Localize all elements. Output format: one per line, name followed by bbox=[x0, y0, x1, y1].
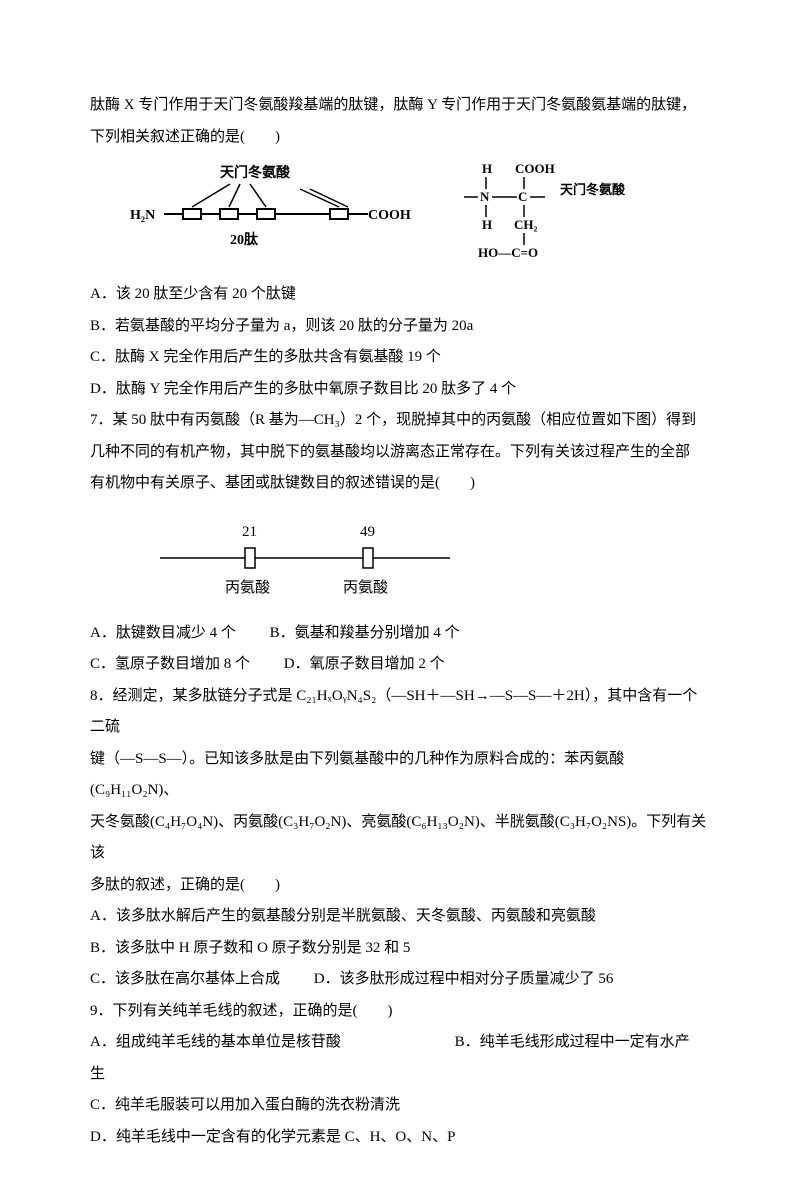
q7-diagram: 21 49 丙氨酸 丙氨酸 bbox=[150, 520, 710, 600]
q9-opts-ab: A．组成纯羊毛线的基本单位是核苷酸 B．纯羊毛线形成过程中一定有水产生 bbox=[90, 1027, 710, 1090]
q6-opt-b: B．若氨基酸的平均分子量为 a，则该 20 肽的分子量为 20a bbox=[90, 311, 710, 343]
svg-text:C: C bbox=[518, 189, 527, 204]
q6-diagram: H₂N COOH 天门冬氨酸 20肽 H COOH N C 天门冬氨酸 H bbox=[130, 159, 710, 269]
q7-opt-b: B．氨基和羧基分别增加 4 个 bbox=[270, 625, 460, 641]
q8-opt-d: D．该多肽形成过程中相对分子质量减少了 56 bbox=[314, 971, 614, 987]
q7-line3: 有机物中有关原子、基团或肽键数目的叙述错误的是( ) bbox=[90, 468, 710, 500]
q8-opt-b: B．该多肽中 H 原子数和 O 原子数分别是 32 和 5 bbox=[90, 933, 710, 965]
q6-opt-d: D．肽酶 Y 完全作用后产生的多肽中氧原子数目比 20 肽多了 4 个 bbox=[90, 374, 710, 406]
struct-label: 天门冬氨酸 bbox=[560, 182, 626, 197]
svg-text:H: H bbox=[482, 217, 492, 232]
svg-text:丙氨酸: 丙氨酸 bbox=[225, 579, 270, 596]
svg-text:21: 21 bbox=[242, 524, 257, 540]
top-label: 天门冬氨酸 bbox=[220, 164, 291, 181]
q9-opt-a: A．组成纯羊毛线的基本单位是核苷酸 bbox=[90, 1034, 341, 1050]
bottom-label: 20肽 bbox=[230, 232, 259, 248]
q7-line2: 几种不同的有机产物，其中脱下的氨基酸均以游离态正常存在。下列有关该过程产生的全部 bbox=[90, 437, 710, 469]
svg-text:HO—C=O: HO—C=O bbox=[478, 245, 538, 260]
q6-line2: 下列相关叙述正确的是( ) bbox=[90, 122, 710, 154]
q7-opts-ab: A．肽键数目减少 4 个 B．氨基和羧基分别增加 4 个 bbox=[90, 618, 710, 650]
q8-line4: 多肽的叙述，正确的是( ) bbox=[90, 870, 710, 902]
q7-opts-cd: C．氢原子数目增加 8 个 D．氧原子数目增加 2 个 bbox=[90, 649, 710, 681]
q9-opt-c: C．纯羊毛服装可以用加入蛋白酶的洗衣粉清洗 bbox=[90, 1090, 710, 1122]
q8-line2: 键（—S—S—）。已知该多肽是由下列氨基酸中的几种作为原料合成的：苯丙氨酸(C₉… bbox=[90, 744, 710, 807]
q8-opts-cd: C．该多肽在高尔基体上合成 D．该多肽形成过程中相对分子质量减少了 56 bbox=[90, 964, 710, 996]
svg-text:COOH: COOH bbox=[515, 161, 555, 176]
svg-text:H: H bbox=[482, 161, 492, 176]
q6-opt-c: C．肽酶 X 完全作用后产生的多肽共含有氨基酸 19 个 bbox=[90, 342, 710, 374]
cooh-label: COOH bbox=[368, 208, 411, 223]
q8-line3: 天冬氨酸(C₄H₇O₄N)、丙氨酸(C₃H₇O₂N)、亮氨酸(C₆H₁₃O₂N)… bbox=[90, 807, 710, 870]
svg-text:49: 49 bbox=[360, 524, 375, 540]
q8-opt-a: A．该多肽水解后产生的氨基酸分别是半胱氨酸、天冬氨酸、丙氨酸和亮氨酸 bbox=[90, 901, 710, 933]
q7-opt-c: C．氢原子数目增加 8 个 bbox=[90, 656, 250, 672]
q7-opt-d: D．氧原子数目增加 2 个 bbox=[284, 656, 445, 672]
q9-stem: 9．下列有关纯羊毛线的叙述，正确的是( ) bbox=[90, 996, 710, 1028]
q8-line1: 8．经测定，某多肽链分子式是 C₂₁HₓOᵧN₄S₂（—SH＋—SH→—S—S—… bbox=[90, 681, 710, 744]
svg-text:丙氨酸: 丙氨酸 bbox=[343, 579, 388, 596]
svg-text:CH₂: CH₂ bbox=[514, 217, 538, 232]
q7-line1: 7．某 50 肽中有丙氨酸（R 基为—CH₃）2 个，现脱掉其中的丙氨酸（相应位… bbox=[90, 405, 710, 437]
nh2-label: H₂N bbox=[130, 208, 155, 223]
q9-opt-d: D．纯羊毛线中一定含有的化学元素是 C、H、O、N、P bbox=[90, 1122, 710, 1154]
q8-opt-c: C．该多肽在高尔基体上合成 bbox=[90, 971, 280, 987]
q6-line1: 肽酶 X 专门作用于天门冬氨酸羧基端的肽键，肽酶 Y 专门作用于天门冬氨酸氨基端… bbox=[90, 90, 710, 122]
svg-text:N: N bbox=[480, 189, 490, 204]
q6-opt-a: A．该 20 肽至少含有 20 个肽键 bbox=[90, 279, 710, 311]
q7-opt-a: A．肽键数目减少 4 个 bbox=[90, 625, 236, 641]
